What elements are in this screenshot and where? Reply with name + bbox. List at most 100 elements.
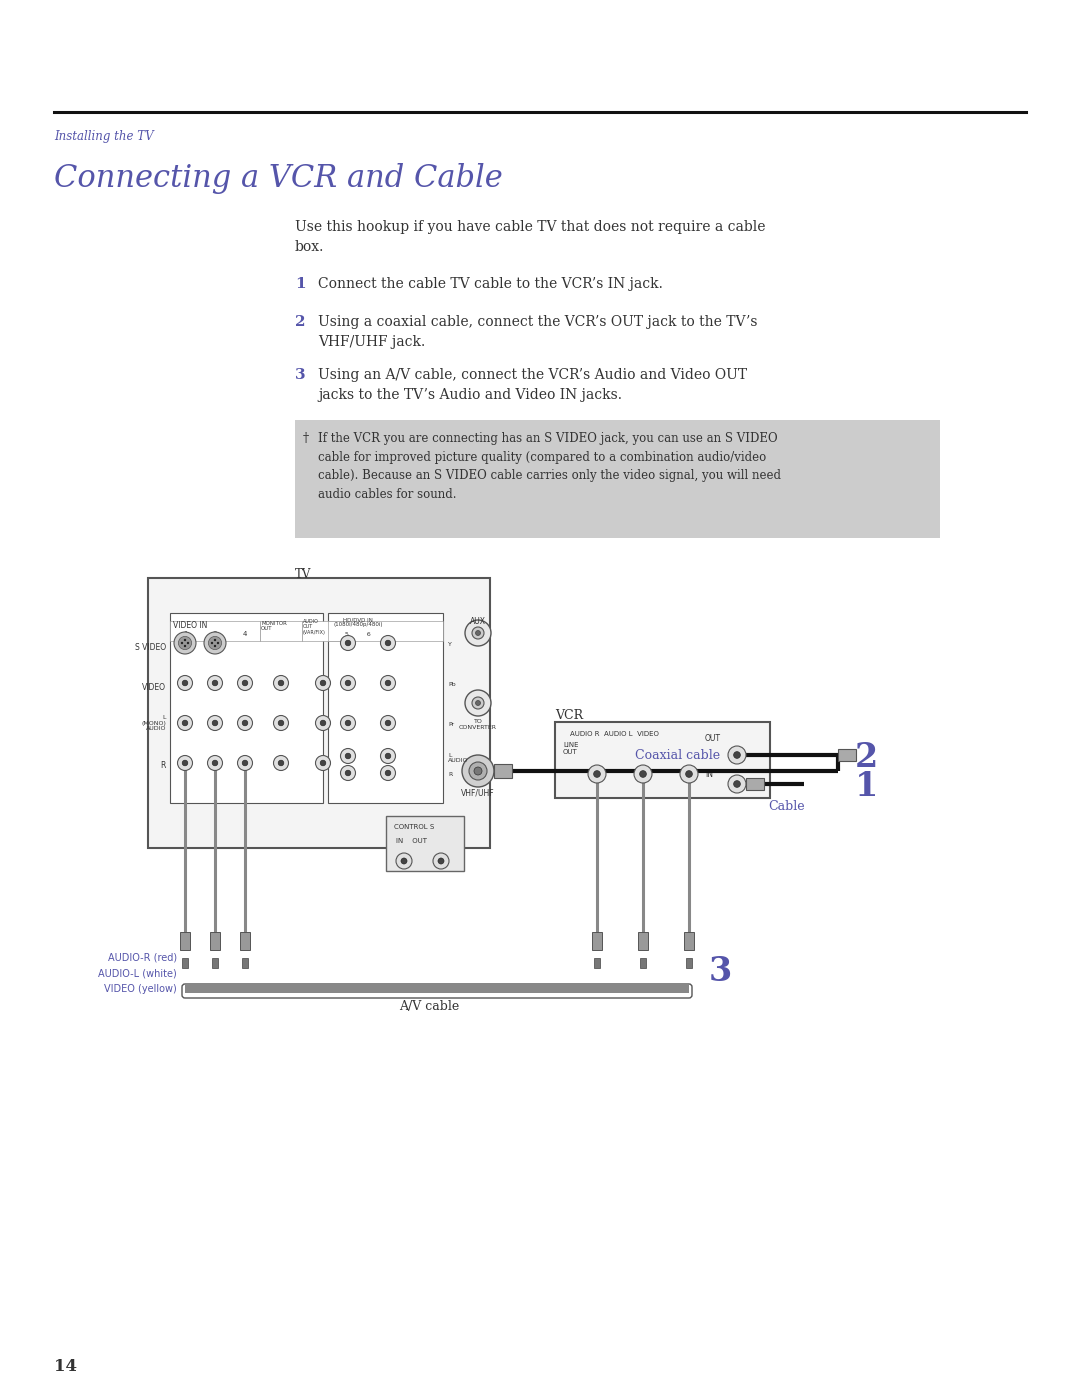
Text: 4: 4 bbox=[243, 631, 247, 637]
Text: Using an A/V cable, connect the VCR’s Audio and Video OUT
jacks to the TV’s Audi: Using an A/V cable, connect the VCR’s Au… bbox=[318, 367, 747, 402]
Circle shape bbox=[386, 640, 391, 645]
Circle shape bbox=[207, 676, 222, 690]
Bar bbox=[260, 622, 302, 641]
Circle shape bbox=[475, 700, 481, 705]
Circle shape bbox=[346, 719, 351, 726]
Circle shape bbox=[380, 766, 395, 781]
Circle shape bbox=[396, 854, 411, 869]
Circle shape bbox=[380, 636, 395, 651]
Text: OUT: OUT bbox=[705, 733, 721, 743]
Circle shape bbox=[315, 676, 330, 690]
Circle shape bbox=[472, 697, 484, 710]
Bar bbox=[183, 958, 188, 968]
Text: 14: 14 bbox=[54, 1358, 77, 1375]
Text: Pr: Pr bbox=[448, 722, 454, 728]
Circle shape bbox=[588, 766, 606, 782]
Circle shape bbox=[346, 640, 351, 645]
Text: HD/DVD IN
(1080i/480p/480i): HD/DVD IN (1080i/480p/480i) bbox=[334, 617, 382, 627]
Circle shape bbox=[594, 771, 600, 777]
Circle shape bbox=[177, 715, 192, 731]
Text: MONITOR
OUT: MONITOR OUT bbox=[261, 622, 287, 631]
Text: L
(MONO)
AUDIO: L (MONO) AUDIO bbox=[141, 715, 166, 731]
Circle shape bbox=[474, 767, 482, 775]
Text: 1: 1 bbox=[183, 631, 187, 637]
Circle shape bbox=[279, 680, 284, 686]
Circle shape bbox=[728, 775, 746, 793]
Bar bbox=[148, 578, 490, 848]
Text: R: R bbox=[161, 761, 166, 771]
Bar bbox=[838, 749, 856, 761]
Bar bbox=[210, 932, 220, 950]
Text: Coaxial cable: Coaxial cable bbox=[635, 749, 720, 761]
Circle shape bbox=[212, 719, 218, 726]
Circle shape bbox=[242, 680, 247, 686]
Circle shape bbox=[380, 676, 395, 690]
Circle shape bbox=[238, 676, 253, 690]
Text: Using a coaxial cable, connect the VCR’s OUT jack to the TV’s
VHF/UHF jack.: Using a coaxial cable, connect the VCR’s… bbox=[318, 314, 757, 349]
Text: Y: Y bbox=[448, 643, 451, 647]
Text: VIDEO IN: VIDEO IN bbox=[173, 622, 207, 630]
Bar bbox=[328, 613, 443, 803]
Text: Installing the TV: Installing the TV bbox=[54, 130, 153, 142]
Circle shape bbox=[217, 641, 219, 644]
Circle shape bbox=[346, 770, 351, 775]
Circle shape bbox=[273, 715, 288, 731]
Circle shape bbox=[180, 641, 184, 644]
Text: IN: IN bbox=[705, 770, 713, 780]
Text: CONTROL S: CONTROL S bbox=[394, 824, 434, 830]
Circle shape bbox=[469, 761, 487, 780]
Text: AUDIO-R (red): AUDIO-R (red) bbox=[108, 951, 177, 963]
Circle shape bbox=[273, 676, 288, 690]
Bar bbox=[328, 622, 443, 641]
Text: Pb: Pb bbox=[448, 683, 456, 687]
Circle shape bbox=[207, 715, 222, 731]
Circle shape bbox=[320, 760, 326, 766]
Circle shape bbox=[433, 854, 449, 869]
Circle shape bbox=[465, 690, 491, 717]
Circle shape bbox=[386, 680, 391, 686]
Bar bbox=[302, 622, 345, 641]
Circle shape bbox=[187, 641, 189, 644]
Text: IN    OUT: IN OUT bbox=[396, 838, 427, 844]
Circle shape bbox=[242, 760, 247, 766]
Circle shape bbox=[639, 771, 647, 777]
Circle shape bbox=[346, 753, 351, 759]
Circle shape bbox=[680, 766, 698, 782]
Bar bbox=[185, 985, 689, 993]
Circle shape bbox=[177, 756, 192, 771]
Bar bbox=[555, 722, 770, 798]
Text: TO
CONVERTER: TO CONVERTER bbox=[459, 719, 497, 729]
Circle shape bbox=[686, 771, 692, 777]
Circle shape bbox=[380, 715, 395, 731]
Text: R: R bbox=[448, 773, 453, 778]
Circle shape bbox=[184, 638, 186, 641]
Circle shape bbox=[438, 858, 444, 863]
Circle shape bbox=[212, 760, 218, 766]
Circle shape bbox=[273, 756, 288, 771]
Circle shape bbox=[462, 754, 494, 787]
Bar bbox=[684, 932, 694, 950]
Circle shape bbox=[340, 676, 355, 690]
Text: L
AUDIO: L AUDIO bbox=[448, 753, 469, 763]
Circle shape bbox=[208, 637, 221, 650]
Circle shape bbox=[214, 645, 216, 647]
Circle shape bbox=[346, 680, 351, 686]
Text: VIDEO (yellow): VIDEO (yellow) bbox=[105, 983, 177, 995]
Text: 1: 1 bbox=[295, 277, 306, 291]
Text: Use this hookup if you have cable TV that does not require a cable
box.: Use this hookup if you have cable TV tha… bbox=[295, 219, 766, 254]
Bar bbox=[386, 816, 464, 870]
Circle shape bbox=[320, 719, 326, 726]
Circle shape bbox=[340, 715, 355, 731]
Circle shape bbox=[238, 756, 253, 771]
Text: 2: 2 bbox=[295, 314, 306, 330]
Bar bbox=[240, 932, 249, 950]
Text: Connect the cable TV cable to the VCR’s IN jack.: Connect the cable TV cable to the VCR’s … bbox=[318, 277, 663, 291]
Circle shape bbox=[733, 781, 741, 788]
Text: Connecting a VCR and Cable: Connecting a VCR and Cable bbox=[54, 163, 503, 194]
Circle shape bbox=[472, 627, 484, 638]
Circle shape bbox=[214, 638, 216, 641]
Bar bbox=[592, 932, 602, 950]
Circle shape bbox=[315, 715, 330, 731]
Circle shape bbox=[340, 636, 355, 651]
Bar bbox=[170, 622, 260, 641]
